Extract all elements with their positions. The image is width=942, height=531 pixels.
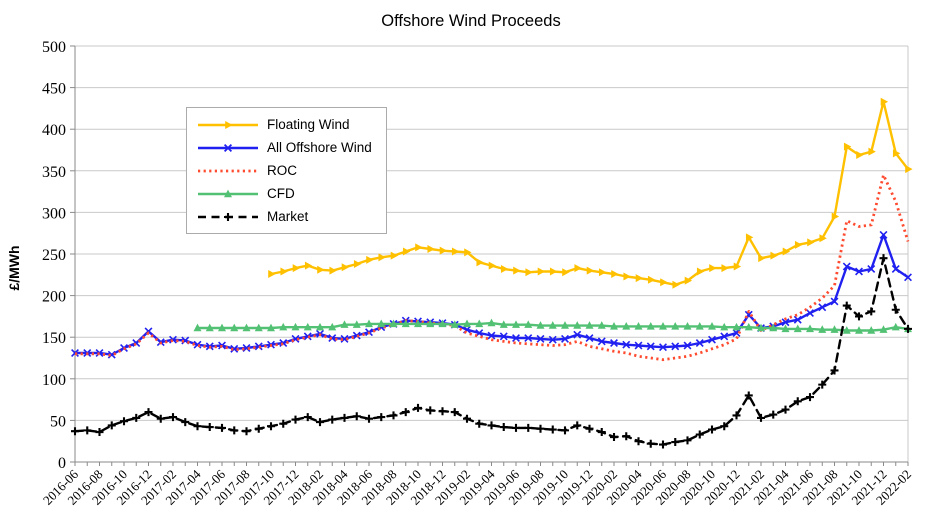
legend-label-cfd: CFD: [267, 186, 295, 201]
svg-text:250: 250: [42, 247, 66, 264]
legend-item-market: Market: [196, 205, 372, 228]
legend-sample-all-offshore-wind: [196, 141, 260, 155]
legend-sample-floating-wind: [196, 118, 260, 132]
legend-line-all-offshore-wind: [198, 143, 258, 152]
svg-text:200: 200: [42, 289, 66, 306]
legend-sample-cfd: [196, 187, 260, 201]
svg-text:400: 400: [42, 122, 66, 139]
legend-line-market: [198, 212, 258, 221]
legend-item-cfd: CFD: [196, 182, 372, 205]
chart-title: Offshore Wind Proceeds: [381, 12, 561, 30]
svg-text:150: 150: [42, 330, 66, 347]
x-tick-labels: 2016-062016-082016-102016-122017-022017-…: [40, 466, 914, 508]
axes: [70, 45, 909, 466]
legend-sample-roc: [196, 164, 260, 178]
legend: Floating Wind All Offshore Wind ROC CFD …: [186, 107, 387, 234]
series-roc: [75, 173, 910, 362]
legend-item-roc: ROC: [196, 159, 372, 182]
legend-line-cfd: [198, 189, 258, 197]
svg-text:100: 100: [42, 372, 66, 389]
legend-item-all-offshore-wind: All Offshore Wind: [196, 136, 372, 159]
svg-text:450: 450: [42, 81, 66, 98]
svg-text:350: 350: [42, 164, 66, 181]
legend-line-roc: [198, 169, 258, 172]
legend-label-market: Market: [267, 209, 309, 224]
svg-text:500: 500: [42, 39, 66, 56]
y-tick-labels: 0 50 100 150 200 250 300 350 400 450 500: [42, 39, 66, 472]
svg-text:300: 300: [42, 205, 66, 222]
legend-label-roc: ROC: [267, 163, 297, 178]
legend-item-floating-wind: Floating Wind: [196, 113, 372, 136]
series-cfd: [193, 318, 912, 334]
legend-line-floating-wind: [198, 120, 258, 129]
svg-text:0: 0: [58, 455, 66, 472]
legend-sample-market: [196, 210, 260, 224]
svg-text:50: 50: [50, 413, 66, 430]
y-axis-label: £/MWh: [6, 245, 22, 291]
series-market: [71, 254, 912, 449]
legend-label-floating-wind: Floating Wind: [267, 117, 350, 132]
series-floating-wind: [268, 97, 913, 289]
legend-label-all-offshore-wind: All Offshore Wind: [267, 140, 372, 155]
